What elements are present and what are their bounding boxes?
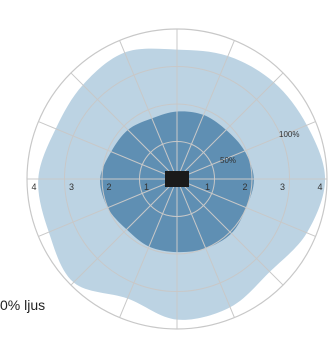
tick-label: 1	[205, 182, 210, 192]
center-marker	[165, 171, 189, 187]
tick-label: 1	[144, 182, 149, 192]
tick-label: 4	[31, 182, 36, 192]
tick-label: 2	[242, 182, 247, 192]
percent-label-100: 100%	[279, 130, 299, 139]
tick-label: 3	[280, 182, 285, 192]
tick-label: 4	[317, 182, 322, 192]
legend-label: 0% ljus	[0, 297, 46, 313]
percent-label-50: 50%	[220, 156, 236, 165]
tick-label: 3	[69, 182, 74, 192]
radial-tick-labels: 4 3 2 1 1 2 3 4	[31, 182, 322, 192]
tick-label: 2	[106, 182, 111, 192]
